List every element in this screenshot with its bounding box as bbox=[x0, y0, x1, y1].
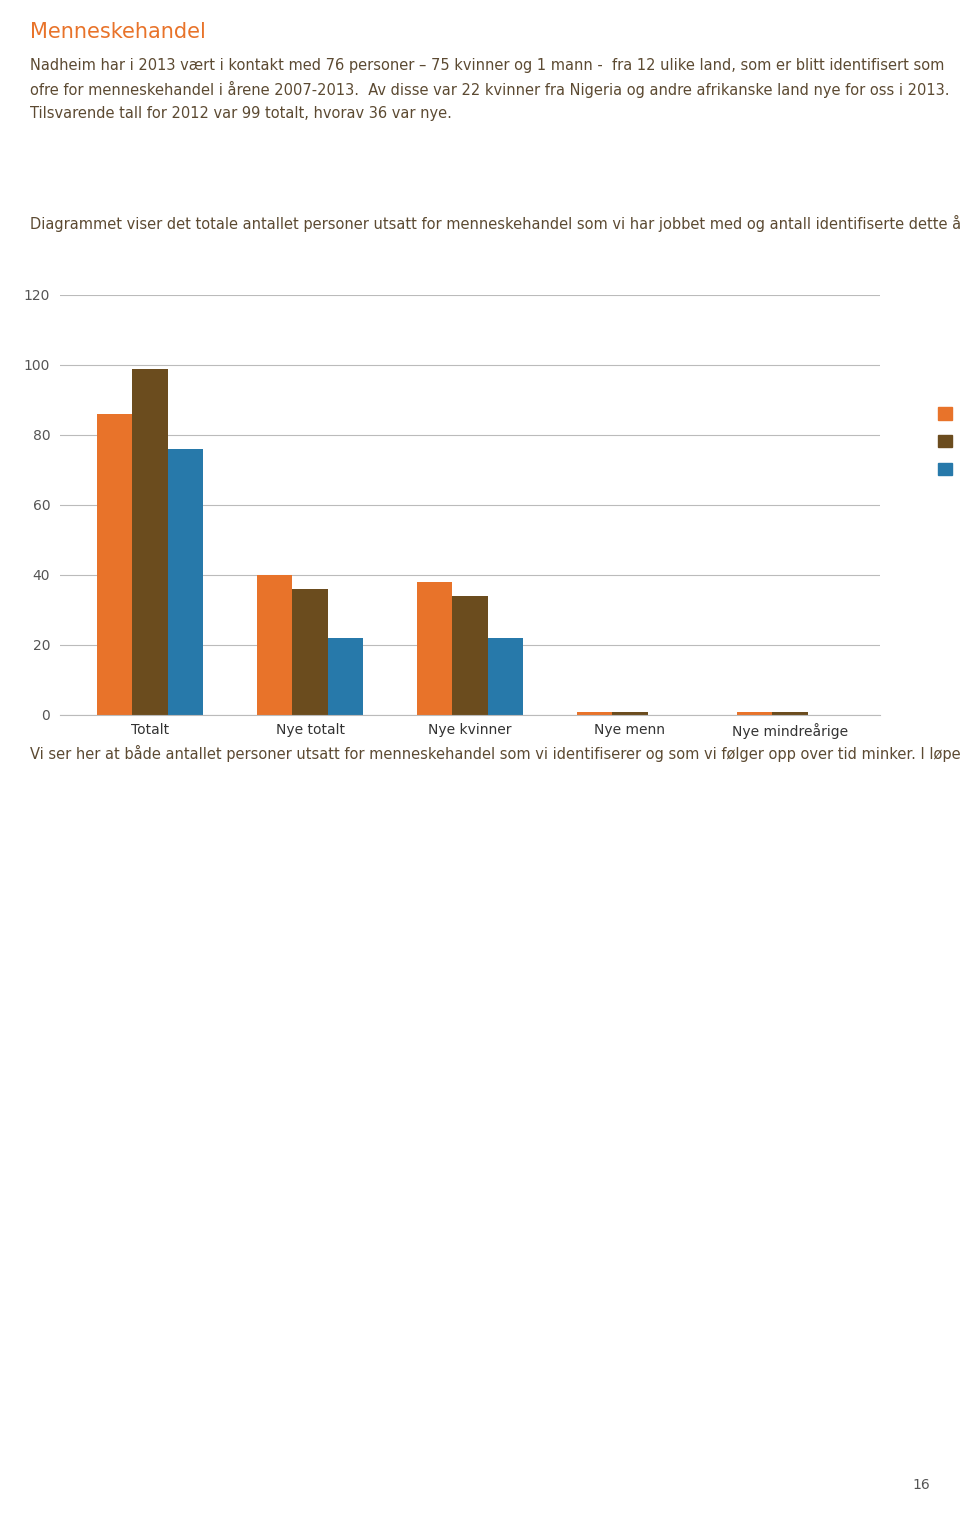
Bar bbox=[168, 449, 203, 716]
Bar bbox=[737, 711, 773, 716]
Bar bbox=[97, 414, 132, 716]
Bar bbox=[577, 711, 612, 716]
Bar bbox=[488, 638, 523, 716]
Bar bbox=[612, 711, 648, 716]
Bar bbox=[293, 590, 327, 716]
Text: Nadheim har i 2013 vært i kontakt med 76 personer – 75 kvinner og 1 mann -  fra : Nadheim har i 2013 vært i kontakt med 76… bbox=[30, 58, 949, 121]
Text: 16: 16 bbox=[912, 1478, 930, 1492]
Bar bbox=[327, 638, 363, 716]
Bar bbox=[452, 596, 488, 716]
Text: Diagrammet viser det totale antallet personer utsatt for menneskehandel som vi h: Diagrammet viser det totale antallet per… bbox=[30, 215, 960, 232]
Legend: 2011, 2012, 2013: 2011, 2012, 2013 bbox=[933, 402, 960, 482]
Text: Menneskehandel: Menneskehandel bbox=[30, 23, 205, 42]
Bar bbox=[132, 368, 168, 716]
Bar bbox=[773, 711, 807, 716]
Bar bbox=[418, 582, 452, 716]
Bar bbox=[257, 575, 293, 716]
Text: Vi ser her at både antallet personer utsatt for menneskehandel som vi identifise: Vi ser her at både antallet personer uts… bbox=[30, 744, 960, 763]
